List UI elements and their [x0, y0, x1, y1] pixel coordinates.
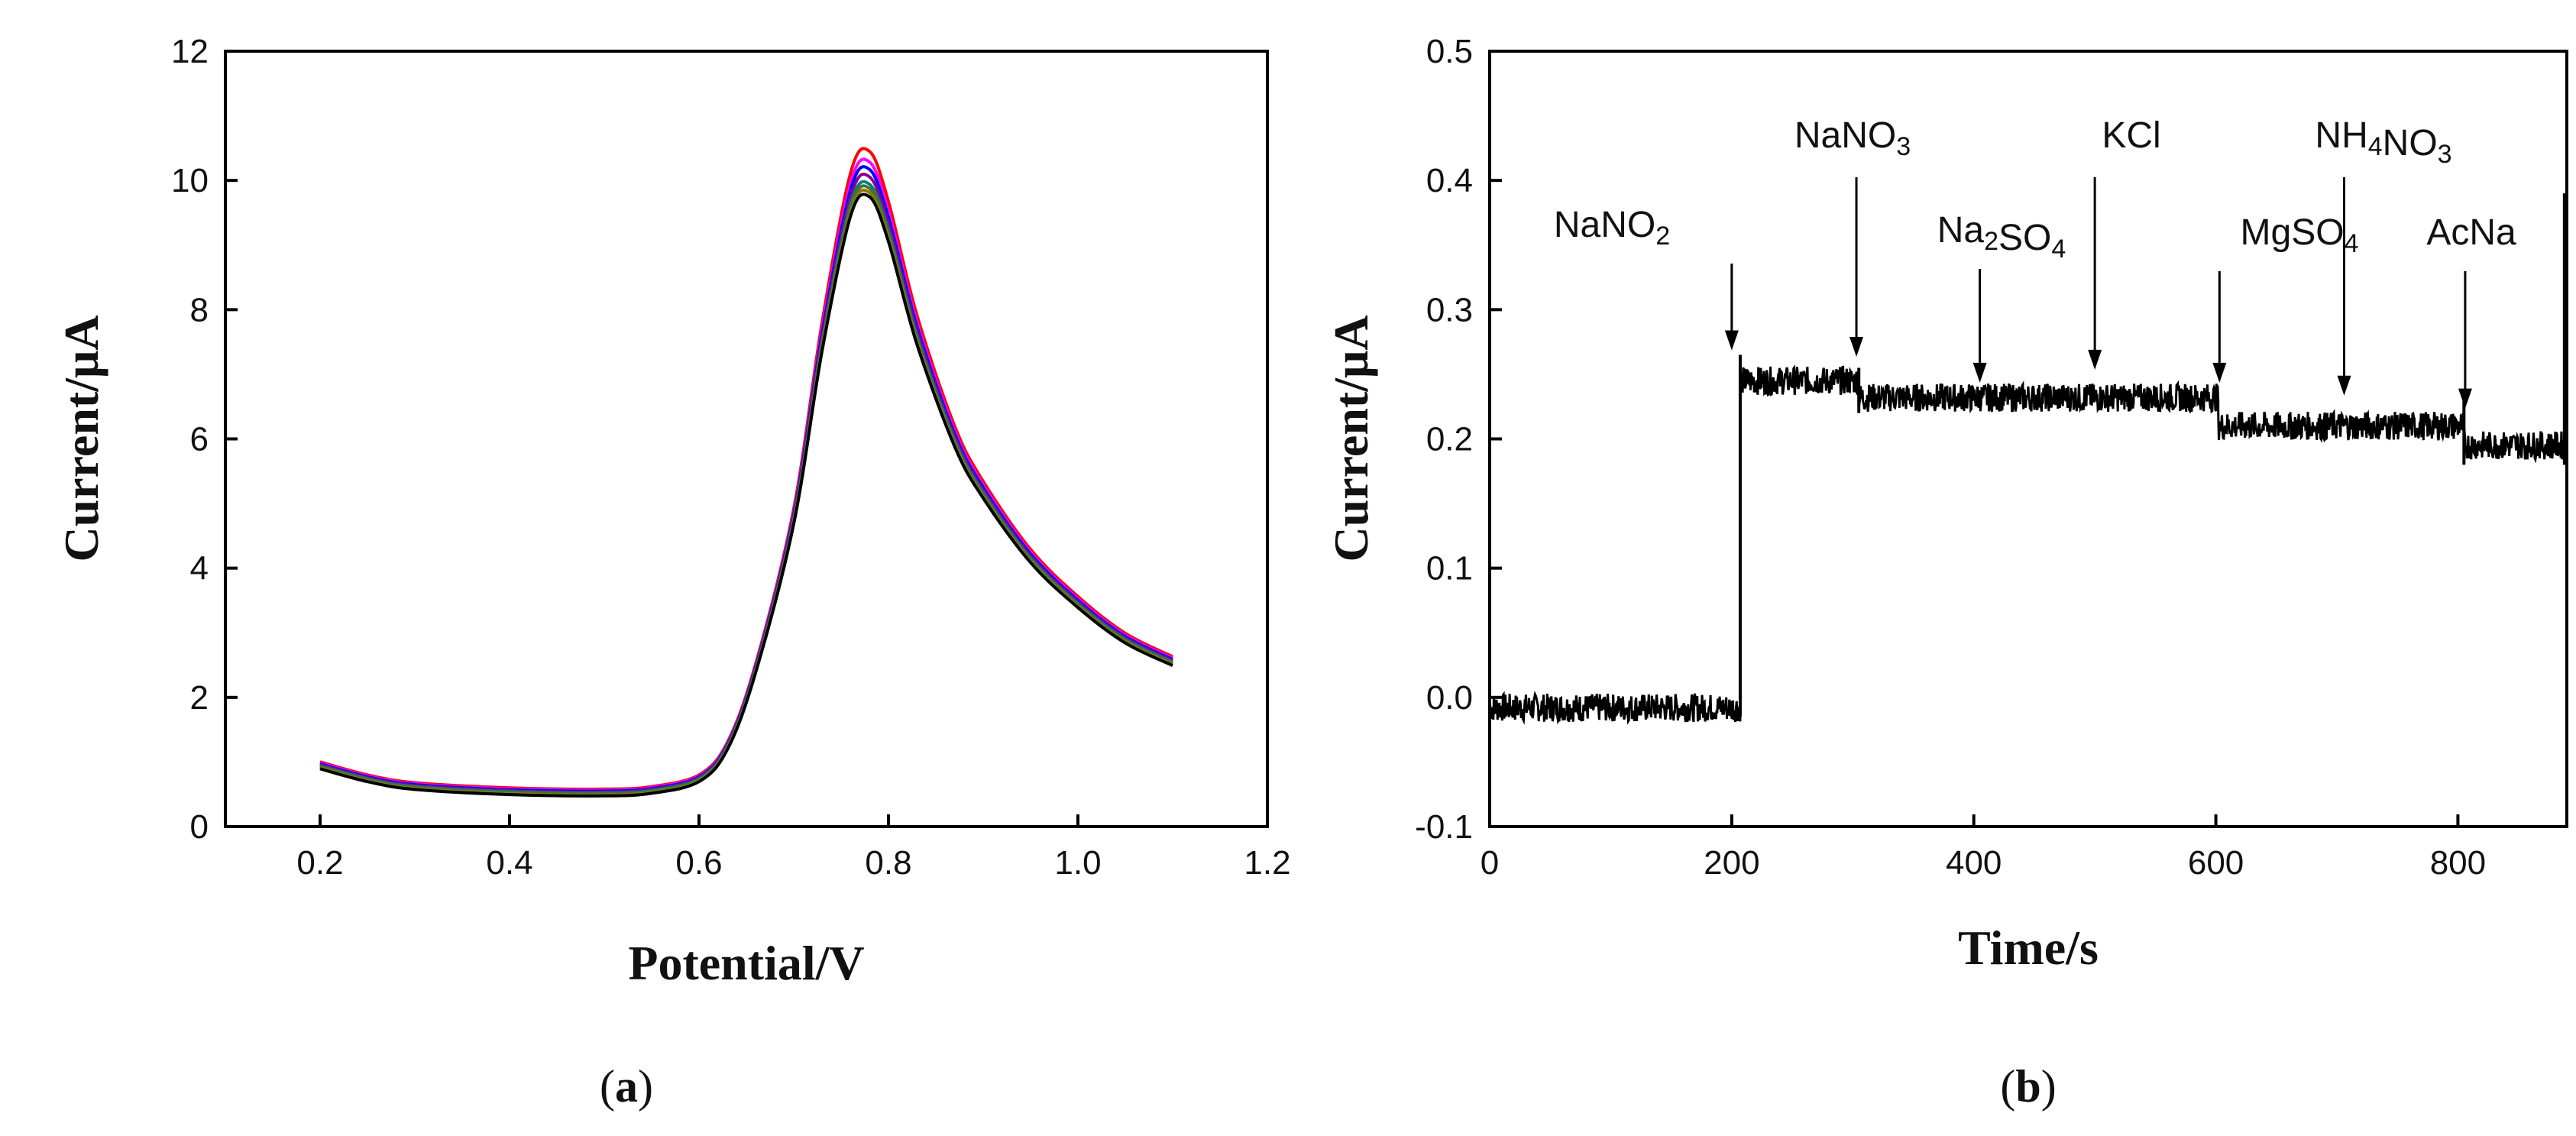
panel-b-x-tick-label: 0 [1481, 844, 1499, 882]
panel-a-y-tick-label: 8 [190, 291, 209, 329]
panel-a-y-tick-label: 2 [190, 679, 209, 717]
panel-b-x-tick-label: 400 [1946, 844, 2002, 882]
panel-b-x-tick-label: 600 [2188, 844, 2244, 882]
panel-b-annotation-label: NaNO3 [1794, 115, 1911, 161]
panel-a-plot-frame [224, 50, 1269, 828]
panel-b-y-axis-label: Current/μA [1324, 315, 1378, 562]
panel-b-annotation-label: NaNO2 [1554, 205, 1670, 251]
panel-a-series-line [319, 193, 1173, 798]
panel-b-annotation-label: KCl [2102, 115, 2160, 156]
panel-b-annotation-label: AcNa [2426, 212, 2516, 253]
panel-b-annotation-arrowhead [2337, 375, 2351, 396]
panel-b-caption: (b) [2000, 1061, 2056, 1112]
panel-b-y-tick-label: 0.4 [1426, 162, 1473, 199]
panel-a-y-tick-label: 0 [190, 808, 209, 846]
panel-a-y-tick-label: 10 [171, 162, 209, 199]
panel-b-annotation-arrowhead [1724, 330, 1739, 351]
panel-b-y-tick-label: 0.3 [1426, 291, 1473, 329]
panel-b-annotation-arrowhead [1972, 362, 1987, 383]
panel-b-caption-letter: b [2015, 1061, 2040, 1112]
panel-a-y-tick-label: 12 [171, 33, 209, 70]
panel-b-x-tick-label: 200 [1704, 844, 1759, 882]
panel-b-y-tick-label: 0.0 [1426, 679, 1473, 717]
panel-b-annotation-label: Na2SO4 [1937, 210, 2066, 264]
panel-b-y-tick-label: 0.2 [1426, 421, 1473, 458]
panel-a-x-tick-label: 1.0 [1054, 844, 1101, 882]
panel-a-y-axis-label: Current/μA [54, 315, 108, 562]
panel-b-x-axis-label: Time/s [1958, 921, 2099, 975]
panel-a-y-tick-label: 6 [190, 421, 209, 458]
panel-b-x-tick-label: 800 [2430, 844, 2486, 882]
panel-a-caption: (a) [600, 1061, 653, 1112]
panel-a-x-tick-label: 0.4 [486, 844, 532, 882]
panel-b-chart: 0 200 400 600 800 -0.1 0.0 0.1 0.2 0.3 0.4 0.5 NaN… [1324, 33, 2568, 1112]
panel-b-annotation-arrowhead [2212, 362, 2227, 383]
panel-a-x-tick-label: 0.6 [675, 844, 722, 882]
panel-a-y-tick-label: 4 [190, 550, 209, 587]
panel-b-annotation-arrowhead [2458, 388, 2472, 409]
panel-b-y-tick-label: 0.1 [1426, 550, 1473, 587]
panel-a-x-axis-label: Potential/V [628, 936, 864, 990]
panel-a-chart: 0.2 0.4 0.6 0.8 1.0 1.2 0 2 4 6 8 10 12 Potential/V… [54, 33, 1291, 1112]
panel-a-x-tick-label: 1.2 [1244, 844, 1290, 882]
panel-b-current-trace [1488, 364, 2568, 725]
panel-b-annotation-label: NH4NO3 [2315, 115, 2451, 169]
panel-b-annotation-arrowhead [1849, 337, 1864, 357]
panel-a-x-tick-label: 0.8 [865, 844, 911, 882]
panel-a-caption-letter: a [615, 1061, 638, 1112]
panel-a-x-tick-label: 0.2 [296, 844, 343, 882]
panel-b-y-tick-label: -0.1 [1415, 808, 1473, 846]
panel-b-annotation-arrowhead [2088, 349, 2102, 370]
panel-b-annotation-label: MgSO4 [2241, 212, 2359, 258]
panel-b-y-tick-label: 0.5 [1426, 33, 1473, 70]
